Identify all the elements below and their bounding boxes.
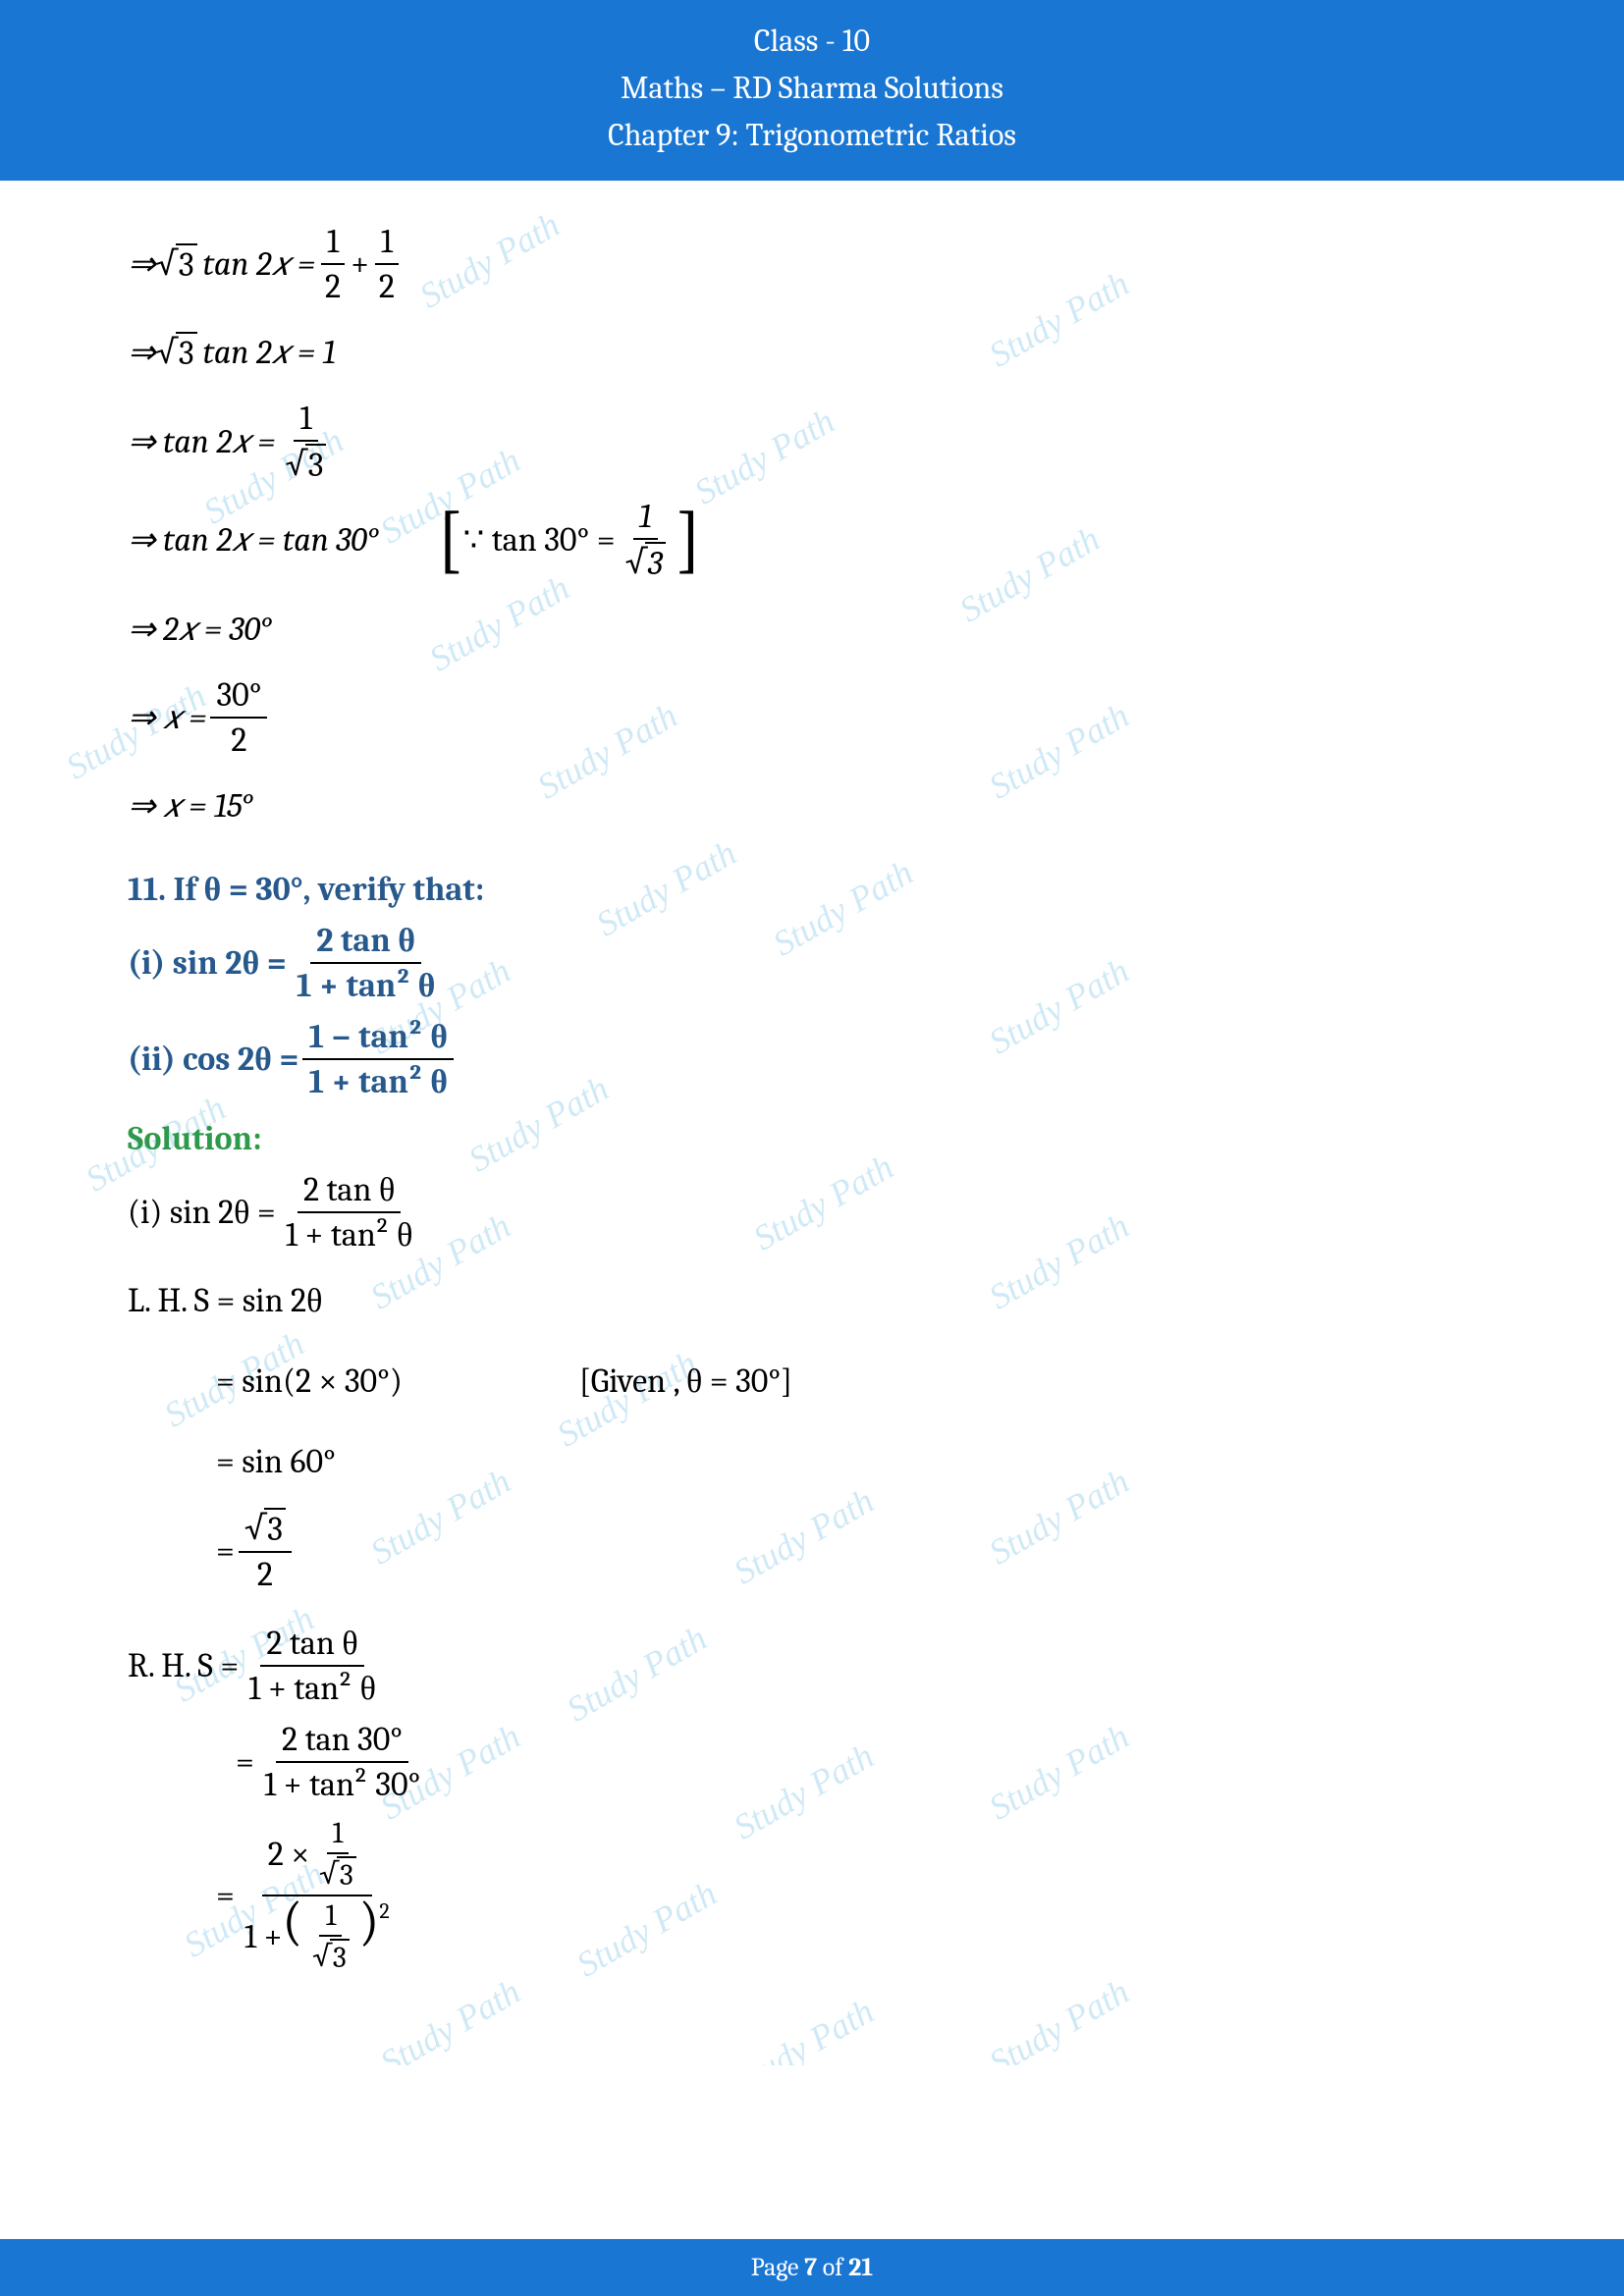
step-5: ⇒ 2𝑥 = 30°	[128, 595, 1496, 664]
page-current: 7	[804, 2253, 817, 2282]
watermark: Study Path	[982, 1971, 1136, 2065]
lhs-line-4: = 32	[128, 1508, 1496, 1594]
label: (i) sin 2θ =	[128, 943, 287, 983]
step-2: ⇒ 3tan 2𝑥 = 1	[128, 318, 1496, 387]
lhs: ⇒ tan 2𝑥 =	[128, 422, 275, 461]
eq: =	[216, 1876, 235, 1915]
sol-i-restate: (i) sin 2θ = 2 tan θ1 + tan² θ	[128, 1170, 1496, 1255]
watermark: Study Path	[373, 1971, 527, 2065]
den: 2	[319, 265, 347, 306]
given-note: [Given , θ = 30°]	[579, 1362, 792, 1401]
rhs-line-1: R. H. S = 2 tan θ1 + tan² θ	[128, 1624, 1496, 1708]
note-text: ∵ tan 30° =	[463, 520, 616, 560]
den: 2	[225, 719, 252, 760]
lhs-line-1: L. H. S = sin 2θ	[128, 1266, 1496, 1335]
footer-of: of	[817, 2253, 848, 2282]
num: 1	[327, 1816, 350, 1854]
page-header: Class - 10 Maths – RD Sharma Solutions C…	[0, 0, 1624, 181]
num: 30°	[210, 675, 267, 719]
q11-part-i: (i) sin 2θ = 2 tan θ1 + tan² θ	[128, 921, 1496, 1005]
den: 1 + tan² θ	[302, 1060, 454, 1101]
lhs-line-3: = sin 60°	[128, 1427, 1496, 1496]
den: 1 + tan² θ	[243, 1667, 382, 1708]
num: 1	[375, 222, 399, 265]
header-class: Class - 10	[0, 18, 1624, 65]
q11-part-ii: (ii) cos 2θ = 1 − tan² θ1 + tan² θ	[128, 1017, 1496, 1101]
label: (ii) cos 2θ =	[128, 1040, 298, 1079]
den: 1 + tan² 30°	[258, 1763, 426, 1804]
watermark: Study Path	[727, 1991, 881, 2065]
num: 1	[294, 399, 317, 442]
lhs: ⇒ 𝑥 =	[128, 698, 206, 737]
question-11-title: 11. If θ = 30°, verify that:	[128, 870, 1496, 909]
step-7: ⇒ 𝑥 = 15°	[128, 772, 1496, 840]
num: 1 − tan² θ	[302, 1017, 454, 1060]
text: = sin 60°	[216, 1442, 336, 1481]
text: L. H. S = sin 2θ	[128, 1281, 322, 1320]
den: 1 + tan² θ	[291, 964, 442, 1005]
lhs: ⇒ tan 2𝑥 = tan 30°	[128, 520, 378, 560]
arrow: ⇒	[128, 244, 156, 284]
den: 2	[251, 1553, 279, 1594]
num: 2 tan 30°	[276, 1720, 408, 1763]
den: 2	[373, 265, 401, 306]
step-4-note: [ ∵ tan 30° = 13 ]	[437, 497, 701, 583]
exponent: 2	[379, 1898, 389, 1924]
page-content: Study Path Study Path Study Path Study P…	[0, 181, 1624, 2065]
lhs-line-2: = sin(2 × 30°) [Given , θ = 30°]	[128, 1347, 1496, 1415]
text: ⇒ 2𝑥 = 30°	[128, 610, 271, 649]
label: R. H. S =	[128, 1646, 239, 1685]
step-4: ⇒ tan 2𝑥 = tan 30° [ ∵ tan 30° = 13 ]	[128, 497, 1496, 583]
page-total: 21	[848, 2253, 873, 2282]
num: 1	[633, 497, 658, 540]
header-subject: Maths – RD Sharma Solutions	[0, 65, 1624, 112]
num: 1	[319, 1898, 342, 1937]
rhs-line-3: = 2 × 13 1 + ( 13 ) 2	[128, 1816, 1496, 1975]
num: 2 tan θ	[260, 1624, 363, 1667]
eq: =	[236, 1742, 254, 1782]
header-chapter: Chapter 9: Trigonometric Ratios	[0, 112, 1624, 159]
one-plus: 1 +	[244, 1917, 283, 1956]
page-footer: Page 7 of 21	[0, 2239, 1624, 2296]
rhs-line-2: = 2 tan 30°1 + tan² 30°	[128, 1720, 1496, 1804]
step-1: ⇒ 3 tan 2𝑥 = 12 + 12	[128, 222, 1496, 306]
label: (i) sin 2θ =	[128, 1193, 276, 1232]
eq: =	[216, 1531, 235, 1571]
den: 1 + tan² θ	[280, 1213, 419, 1255]
step-3: ⇒ tan 2𝑥 = 13	[128, 399, 1496, 485]
plus: +	[351, 244, 369, 284]
two-times: 2 ×	[268, 1835, 309, 1874]
footer-prefix: Page	[751, 2253, 804, 2282]
text: = sin(2 × 30°)	[216, 1362, 403, 1401]
text: ⇒ 𝑥 = 15°	[128, 786, 252, 826]
solution-label: Solution:	[128, 1119, 1496, 1158]
num: 2 tan θ	[298, 1170, 401, 1213]
num: 2 tan θ	[310, 921, 421, 964]
step-6: ⇒ 𝑥 = 30°2	[128, 675, 1496, 760]
num: 1	[321, 222, 345, 265]
